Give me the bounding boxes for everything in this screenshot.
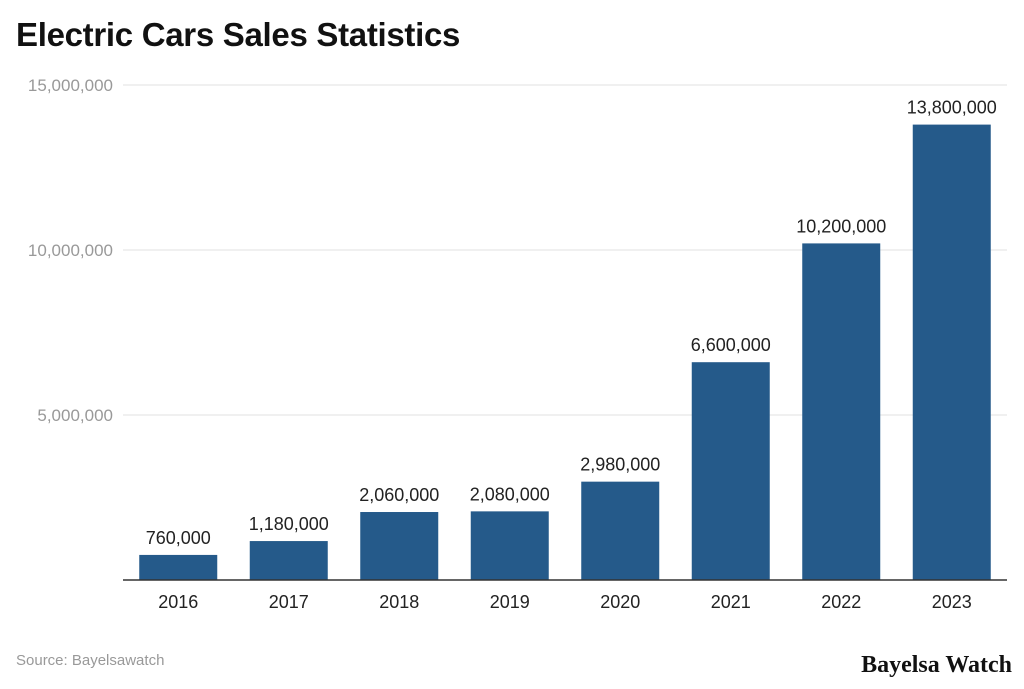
x-tick-label: 2023 [932, 592, 972, 612]
data-label: 2,080,000 [470, 484, 550, 504]
source-note: Source: Bayelsawatch [16, 652, 165, 669]
x-tick-label: 2018 [379, 592, 419, 612]
data-label: 10,200,000 [796, 216, 886, 236]
bar [139, 554, 218, 580]
data-label: 760,000 [146, 528, 211, 548]
x-tick-label: 2019 [490, 592, 530, 612]
bar [581, 481, 660, 580]
data-label: 2,060,000 [359, 485, 439, 505]
bar [249, 541, 328, 580]
x-tick-label: 2020 [600, 592, 640, 612]
data-label: 1,180,000 [249, 514, 329, 534]
bar [912, 124, 991, 580]
logo: Bayelsa Watch [861, 652, 1012, 678]
y-tick-label: 10,000,000 [28, 241, 113, 260]
y-tick-label: 15,000,000 [28, 76, 113, 95]
x-tick-label: 2017 [269, 592, 309, 612]
bar-chart: 5,000,000 10,000,000 15,000,000 760,000 2016… [28, 76, 1007, 612]
y-tick-label: 5,000,000 [37, 406, 113, 425]
bar [470, 511, 549, 580]
x-tick-label: 2016 [158, 592, 198, 612]
x-tick-label: 2022 [821, 592, 861, 612]
bar [802, 243, 881, 580]
bar [691, 362, 770, 580]
data-label: 6,600,000 [691, 335, 771, 355]
chart-title: Electric Cars Sales Statistics [16, 16, 461, 53]
x-tick-label: 2021 [711, 592, 751, 612]
bar [360, 512, 439, 580]
data-label: 2,980,000 [580, 455, 660, 475]
data-label: 13,800,000 [907, 98, 997, 118]
